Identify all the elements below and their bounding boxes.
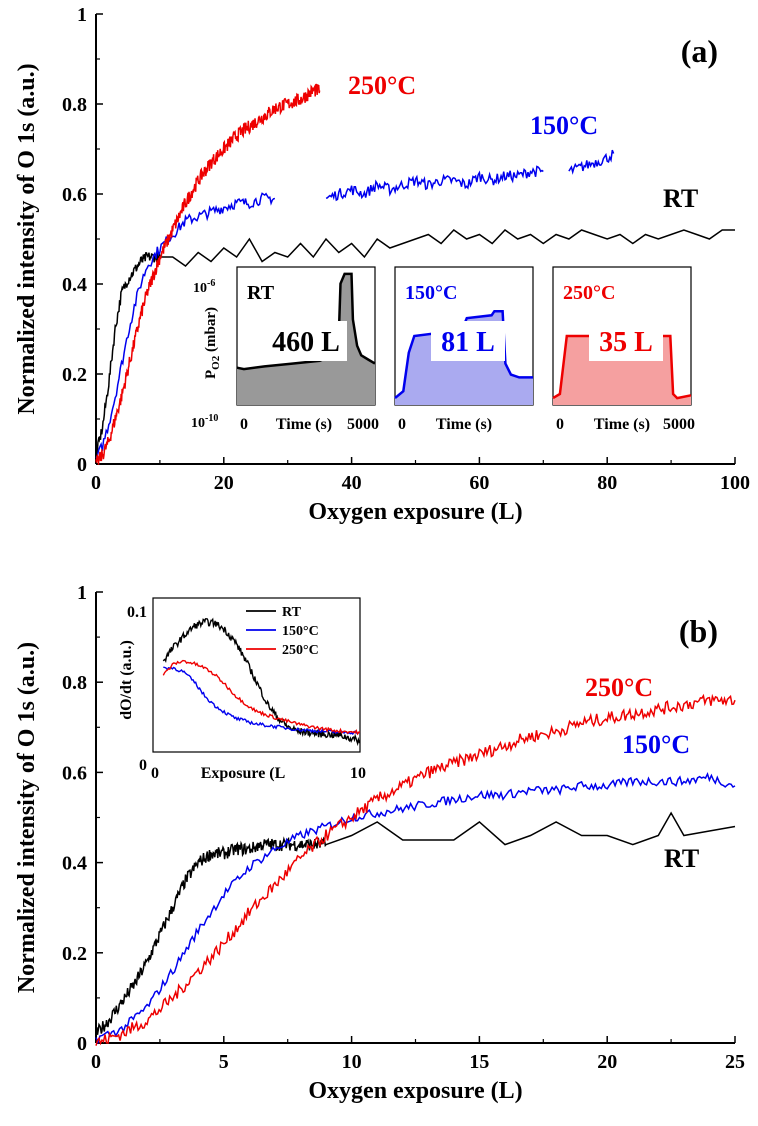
inset-250c-xlabel: Time (s) <box>594 416 650 433</box>
inset-150c-trace <box>394 309 533 400</box>
panel-b-axes: 0 5 10 15 20 25 0 0.2 0.4 0.6 0.8 1 Oxygen exposure … <box>14 582 745 1104</box>
inset-150c: 150°C 81 L 0 Time (s) <box>394 266 534 433</box>
panel-b-line-150°C <box>95 771 736 1045</box>
panel-b-inset-line-250°C <box>162 659 361 736</box>
panel-a-series-250c <box>95 83 321 465</box>
panel-b-y-tick-label: 0 <box>77 1033 87 1055</box>
panel-a-x-tick-label: 100 <box>720 472 750 494</box>
panel-a-x-tick-label: 60 <box>469 472 489 494</box>
panel-b-inset-ytick-top: 0.1 <box>127 604 147 621</box>
panel-b-y-tick-label: 0.2 <box>62 943 87 965</box>
inset-rt-ylabel-sub: O2 <box>210 355 222 370</box>
panel-a-label-150c: 150°C <box>530 111 598 140</box>
inset-150c-title: 150°C <box>405 282 457 304</box>
inset-rt-ylabel-unit: (mbar) <box>203 307 219 356</box>
panel-a-y-tick-label: 0.4 <box>62 274 87 296</box>
inset-250c-title: 250°C <box>563 282 615 304</box>
inset-250c-xtick-end: 5000 <box>663 416 695 433</box>
inset-250c-value: 35 L <box>599 327 653 358</box>
panel-a-x-tick-label: 0 <box>91 472 101 494</box>
panel-b-inset-legend-label: 250°C <box>282 643 319 658</box>
panel-b-series-150c <box>95 771 736 1045</box>
panel-a-line-150°C <box>95 192 276 459</box>
panel-b-label: (b) <box>679 613 718 649</box>
panel-b-x-tick-label: 5 <box>219 1051 229 1073</box>
panel-b-x-tick-label: 25 <box>725 1051 745 1073</box>
panel-a-x-tick-label: 80 <box>597 472 617 494</box>
panel-a-line-150°C <box>325 165 544 202</box>
panel-b-line-RT <box>95 811 736 1037</box>
panel-a-y-axis-title: Normalized intensity of O 1s (a.u.) <box>14 63 40 414</box>
inset-rt-ytick-top: 10-6 <box>193 278 215 296</box>
panel-b-series-rt <box>95 811 736 1037</box>
panel-b-series-250c <box>95 693 736 1046</box>
panel-a-series-rt <box>95 229 735 454</box>
panel-a-label-250c: 250°C <box>348 71 416 100</box>
panel-b-y-tick-label: 1 <box>77 582 87 604</box>
inset-rt-xlabel: Time (s) <box>276 416 332 433</box>
inset-rt-ytick-top-exp: -6 <box>207 278 215 289</box>
inset-rt-xtick-start: 0 <box>240 416 248 433</box>
panel-b-inset-xtick-end: 10 <box>350 765 366 782</box>
inset-rt-value-box <box>265 321 347 361</box>
inset-150c-xlabel: Time (s) <box>436 416 492 433</box>
panel-a-y-tick-label: 0.8 <box>62 94 87 116</box>
panel-a-y-tick-label: 0 <box>77 454 87 476</box>
inset-rt-ylabel: PO2 (mbar) <box>203 307 222 379</box>
panel-b-x-tick-label: 10 <box>342 1051 362 1073</box>
panel-b-label-rt: RT <box>664 844 699 873</box>
inset-150c-value-box <box>431 321 505 361</box>
inset-rt-value: 460 L <box>272 327 340 358</box>
panel-b-label-150c: 150°C <box>622 730 690 759</box>
panel-a-label-rt: RT <box>663 184 698 213</box>
inset-rt-title: RT <box>247 282 275 304</box>
panel-b-label-250c: 250°C <box>585 673 653 702</box>
panel-a-y-tick-label: 1 <box>77 4 87 26</box>
panel-a-label: (a) <box>681 33 718 69</box>
panel-b-inset-ylabel: dO/dt (a.u.) <box>118 640 135 720</box>
panel-b-x-tick-label: 20 <box>597 1051 617 1073</box>
panel-a-line-RT <box>95 229 735 454</box>
panel-b-x-tick-label: 15 <box>469 1051 489 1073</box>
panel-a-x-tick-label: 40 <box>342 472 362 494</box>
panel-b-inset-legend-label: RT <box>282 605 302 620</box>
panel-b-x-axis-title: Oxygen exposure (L) <box>308 1078 522 1104</box>
inset-150c-xtick-start: 0 <box>398 416 406 433</box>
panel-b-y-tick-label: 0.8 <box>62 672 87 694</box>
panel-a-x-axis-title: Oxygen exposure (L) <box>308 499 522 525</box>
inset-rt: RT 460 L 0 Time (s) 5000 10-6 10-10 PO2 (mbar) <box>191 266 379 433</box>
panel-a-axes: 0 20 40 60 80 100 0 0.2 0.4 0.6 0.8 1 Oxygen exposur… <box>14 4 750 525</box>
inset-250c-value-box <box>589 321 663 361</box>
panel-a-line-150°C <box>568 149 615 175</box>
panel-a-line-250°C <box>95 83 321 465</box>
panel-b-line-250°C <box>95 693 736 1046</box>
inset-rt-xtick-end: 5000 <box>347 416 379 433</box>
inset-rt-ytick-bottom: 10-10 <box>191 413 218 431</box>
panel-b-x-tick-label: 0 <box>91 1051 101 1073</box>
panel-b-y-axis-title: Normalized intensity of O 1s (a.u.) <box>14 642 40 993</box>
inset-150c-value: 81 L <box>441 327 495 358</box>
inset-250c: 250°C 35 L 0 Time (s) 5000 <box>552 266 695 433</box>
panel-b-y-tick-label: 0.6 <box>62 762 87 784</box>
panel-a-y-tick-label: 0.2 <box>62 364 87 386</box>
panel-b-inset-xlabel: Exposure (L <box>201 765 286 782</box>
panel-b-inset-xtick-start: 0 <box>151 765 159 782</box>
panel-b-inset: 0.1 0 0 10 Exposure (L dO/dt (a.u.) RT 150°C 250… <box>118 597 366 782</box>
inset-250c-xtick-start: 0 <box>556 416 564 433</box>
panel-a-series-150c <box>95 149 615 459</box>
panel-b-y-tick-label: 0.4 <box>62 853 87 875</box>
panel-a-y-tick-label: 0.6 <box>62 184 87 206</box>
panel-b-inset-line-RT <box>162 617 361 747</box>
panel-b-inset-ytick-bottom: 0 <box>139 757 147 774</box>
panel-b-inset-legend-label: 150°C <box>282 624 319 639</box>
panel-a-x-tick-label: 20 <box>214 472 234 494</box>
inset-rt-ytick-bottom-exp: -10 <box>205 413 218 424</box>
